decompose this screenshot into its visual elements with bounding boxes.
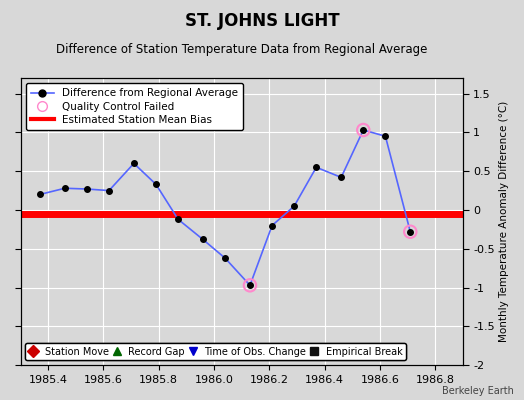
Point xyxy=(105,187,113,194)
Point xyxy=(406,228,414,235)
Point xyxy=(199,236,207,243)
Point xyxy=(129,160,138,167)
Y-axis label: Monthly Temperature Anomaly Difference (°C): Monthly Temperature Anomaly Difference (… xyxy=(499,101,509,342)
Point xyxy=(152,181,160,188)
Point xyxy=(221,255,230,261)
Point xyxy=(290,203,298,209)
Point xyxy=(359,127,367,133)
Point xyxy=(359,127,367,133)
Point xyxy=(36,191,44,198)
Point xyxy=(406,228,414,235)
Point xyxy=(268,222,276,229)
Point xyxy=(381,133,389,140)
Point xyxy=(312,164,321,170)
Point xyxy=(174,216,182,222)
Point xyxy=(337,174,345,180)
Point xyxy=(246,282,254,288)
Point xyxy=(61,185,69,192)
Point xyxy=(246,282,254,288)
Text: ST. JOHNS LIGHT: ST. JOHNS LIGHT xyxy=(184,12,340,30)
Legend: Station Move, Record Gap, Time of Obs. Change, Empirical Break: Station Move, Record Gap, Time of Obs. C… xyxy=(26,343,406,360)
Point xyxy=(83,186,91,192)
Title: Difference of Station Temperature Data from Regional Average: Difference of Station Temperature Data f… xyxy=(56,43,428,56)
Text: Berkeley Earth: Berkeley Earth xyxy=(442,386,514,396)
